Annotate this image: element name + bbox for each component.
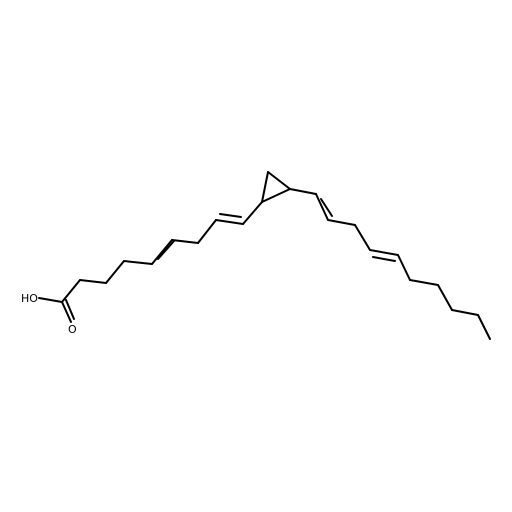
bond-c20-c21 [451,309,479,316]
bond-c1-o-double-a [61,301,72,323]
bond-c21-c22 [477,314,491,340]
bond-c13-c14 [315,193,329,221]
atom-label-hydroxyl: HO [21,292,38,305]
bond-c7-c8 [197,219,217,244]
bond-c5-c6-double [157,240,175,260]
bond-c4-c5 [123,260,153,265]
bond-c16-c17 [369,249,399,256]
bond-c18-c19 [409,279,439,286]
bond-c6-c7 [171,239,199,244]
bond-c8-c9-double [219,213,242,218]
bond-ring-right-left [261,188,291,203]
bond-c5-c6 [151,239,173,265]
bond-c2-c3 [79,279,107,284]
bond-c14-c15 [327,219,356,226]
bond-c15-c16 [354,224,371,251]
bond-ring-left-top [261,171,269,203]
bond-ring-top-right [267,171,291,190]
bond-c17-c18 [397,254,411,281]
bond-c13-c14-double [320,198,333,217]
bond-c9-ring [242,201,263,225]
bond-o-c1 [38,297,63,303]
bond-c19-c20 [437,284,453,311]
bond-c1-c2 [61,279,81,303]
bond-ring-c13 [289,188,317,195]
bond-c8-c9 [215,219,244,225]
bond-c3-c4 [105,260,125,284]
bond-c1-o-double-b [65,299,75,320]
bond-c16-c17-double [372,256,396,262]
atom-label-carbonyl-oxygen: O [68,323,77,336]
